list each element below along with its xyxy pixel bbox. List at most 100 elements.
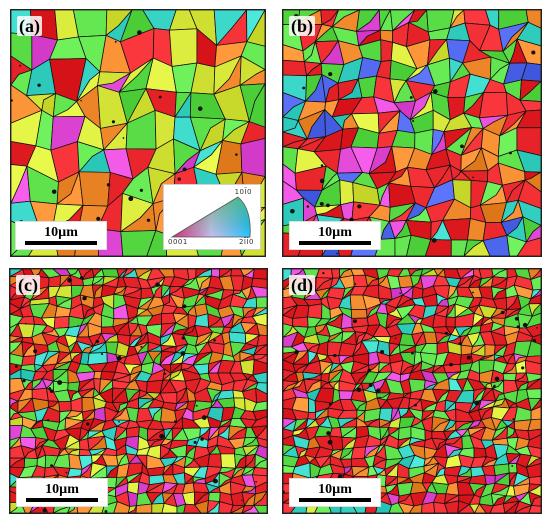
grain [388,502,405,513]
grain [240,121,265,145]
grain-speck [128,196,134,202]
grain-speck [353,319,357,324]
grain-speck [137,30,142,35]
scalebar-line-b [299,241,371,245]
grain-speck [177,177,181,181]
grain [525,323,541,338]
grain [397,502,415,513]
grain-speck [290,209,295,214]
grain-speck [111,120,116,124]
grain-speck [206,295,209,298]
scalebar-line-d [299,498,371,502]
grain-speck [283,490,285,494]
grain-speck [536,326,538,329]
grain [525,10,541,29]
grain-speck [11,99,13,102]
ebsd-map-c [10,269,267,513]
grain-speck [472,291,474,294]
grain [48,275,62,288]
grain [508,463,518,474]
grain [161,502,178,513]
scalebar-text-b: 10µm [318,224,352,240]
grain [530,406,541,421]
grain-speck [241,499,243,501]
grain [517,179,541,209]
grain [292,316,309,328]
grain [169,28,198,67]
scalebar-text-d: 10µm [318,481,352,497]
grain [421,501,436,513]
grain-speck [181,336,186,340]
grain [479,91,509,119]
grain [530,333,541,345]
grain-speck [86,422,90,426]
grain [423,331,438,344]
grain-speck [460,144,464,149]
grain [254,481,267,495]
grain [394,234,412,256]
grain-speck [474,400,480,406]
grain [524,355,541,365]
grain-speck [319,202,324,206]
grain-speck [320,164,324,167]
grain-speck [163,372,167,375]
grain-speck [508,151,513,155]
grain [526,340,541,357]
grain-speck [522,322,528,328]
ipf-label-bottom-right: 2ĪĪ0 [238,238,254,246]
ipf-triangle-outline [170,196,251,238]
panel-label-d: (d) [289,275,315,295]
grain-speck [532,339,537,343]
grain-speck [302,86,306,90]
grain-speck [95,339,100,344]
grain-speck [255,480,257,483]
grain [530,275,541,291]
panel-label-b: (b) [289,16,315,36]
grain-speck [399,292,401,294]
grain-speck [197,106,203,111]
grain [524,359,541,375]
grain-speck [326,203,330,208]
panel-b: (b) 10µm [282,9,542,257]
grain-speck [57,380,63,385]
scalebar-a: 10µm [15,220,107,250]
grain-speck [212,478,218,484]
grain [432,314,447,328]
grain [194,500,209,513]
grain-speck [315,42,318,45]
grain [240,138,265,177]
grain-speck [47,418,50,421]
grain [520,62,541,82]
grain-speck [512,418,515,421]
grain [380,39,394,62]
grain [450,239,469,256]
scalebar-text-c: 10µm [45,481,79,497]
grain-speck [82,296,87,301]
grain [525,463,541,478]
grain [307,303,323,320]
scalebar-b: 10µm [289,220,381,250]
grain-speck [412,120,415,123]
panel-label-c: (c) [16,275,40,295]
grain [516,127,541,156]
grain [519,99,541,112]
grain [207,453,223,468]
grain-speck [494,376,500,382]
grain [250,416,267,428]
grain [113,501,131,513]
grain-speck [48,387,52,390]
grain-speck [65,471,68,474]
grain-speck [173,420,177,423]
grain-speck [484,456,487,459]
grain [251,277,267,289]
grain-speck [466,355,471,360]
panel-label-a: (a) [17,16,42,36]
grain [256,334,267,347]
grain [433,501,449,513]
grain [256,322,267,336]
grain [252,269,267,280]
grain [135,503,153,513]
grain-speck [492,385,496,389]
grain-speck [336,252,338,255]
grain-speck [182,304,187,309]
